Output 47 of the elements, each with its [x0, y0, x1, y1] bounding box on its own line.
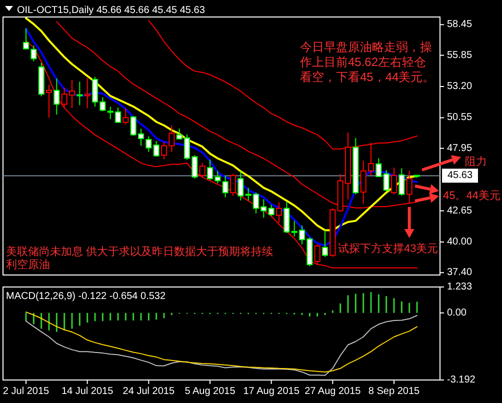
text: 45。44美元: [443, 189, 500, 202]
candlestick: [276, 202, 282, 224]
x-tick-label: 2 Jul 2015: [2, 386, 50, 397]
candlestick: [54, 78, 60, 116]
y-tick-label: 1.233: [447, 282, 472, 292]
x-tick-label: 17 Aug 2015: [243, 386, 300, 397]
x-tick-label: 24 Jul 2015: [122, 386, 175, 397]
candlestick: [122, 108, 129, 125]
y-tick-label: 58.45: [447, 19, 472, 30]
annotation: 试探下方支撑43美元: [338, 242, 438, 255]
candlestick: [146, 136, 152, 153]
candlestick: [390, 167, 398, 195]
candlestick: [153, 140, 160, 158]
candlestick: [46, 84, 52, 118]
candlestick: [383, 170, 390, 192]
candlestick: [322, 230, 328, 258]
y-tick-label: -3.192: [447, 374, 476, 386]
y-tick-label: 42.65: [447, 205, 472, 216]
candlestick: [314, 244, 320, 266]
y-tick-label: 53.20: [447, 81, 472, 92]
y-tick-label: 40.00: [447, 236, 472, 248]
candlestick: [284, 202, 290, 234]
candlestick: [199, 162, 206, 178]
y-tick-label: 50.55: [447, 112, 472, 124]
candlestick: [398, 168, 405, 196]
ref-line-label: 45.63: [447, 170, 473, 182]
chart-title: OIL-OCT15,Daily 45.66 45.66 45.45 45.63: [17, 5, 206, 16]
x-tick-label: 5 Aug 2015: [184, 386, 236, 397]
annotation: 今日早盘原油略走弱，操作上目前45.62左右轻仓看空，下看45，44美元。: [300, 40, 436, 85]
x-tick-label: 27 Aug 2015: [304, 386, 362, 397]
y-tick-label: 55.85: [447, 50, 472, 61]
candlestick: [222, 175, 228, 198]
x-tick-label: 8 Sep 2015: [368, 386, 420, 397]
candlestick: [376, 158, 382, 178]
candlestick: [230, 173, 236, 196]
y-tick-label: 37.40: [447, 267, 472, 278]
annotation: 美联储尚未加息 供大于求以及昨日数据大于预期将持续利空原油: [6, 246, 274, 272]
candlestick: [238, 170, 244, 201]
candlestick: [268, 204, 274, 217]
candlestick: [84, 78, 90, 109]
candlestick: [406, 170, 412, 204]
candlestick: [76, 81, 83, 106]
chart-title: MACD(12,26,9) -0.122 -0.654 0.532: [6, 291, 166, 302]
y-tick-label: 47.95: [447, 142, 472, 154]
text: 阻力: [465, 155, 487, 168]
y-tick-label: 0.00: [447, 307, 467, 318]
x-tick-label: 14 Jul 2015: [61, 386, 114, 397]
